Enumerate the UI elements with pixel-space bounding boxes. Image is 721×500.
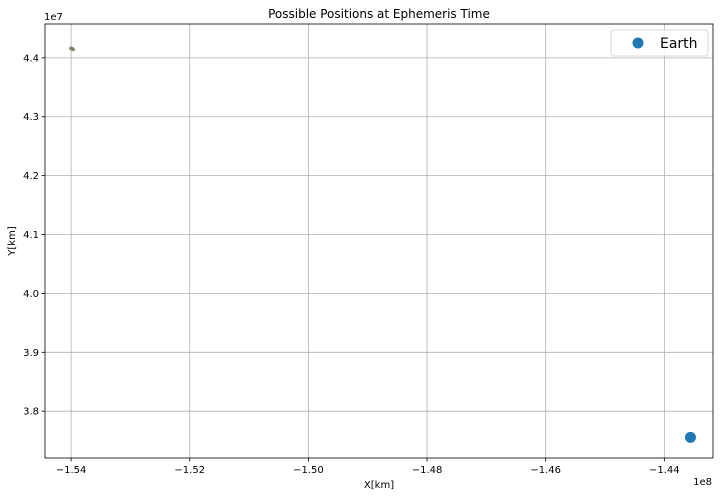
y-tick-label: 4.1 [23, 230, 39, 241]
x-tick-label: −1.54 [56, 465, 87, 476]
chart-title: Possible Positions at Ephemeris Time [268, 7, 490, 21]
y-tick-label: 4.2 [23, 171, 39, 182]
points-layer [68, 46, 696, 443]
x-tick-label: −1.52 [174, 465, 205, 476]
y-tick-label: 4.3 [23, 112, 39, 123]
plot-frame [44, 23, 714, 459]
grid-layer [45, 24, 713, 458]
x-tick-label: −1.48 [412, 465, 443, 476]
y-tick-label: 3.9 [23, 348, 39, 359]
x-offset-label: 1e8 [693, 477, 712, 488]
y-offset-label: 1e7 [44, 12, 63, 23]
x-tick-label: −1.44 [649, 465, 680, 476]
x-axis-label: X[km] [364, 480, 394, 491]
data-point [70, 47, 74, 51]
legend-marker [632, 37, 644, 49]
legend-box [610, 29, 709, 57]
legend-label: Earth [660, 36, 698, 52]
data-point-earth [684, 431, 696, 443]
y-axis-label: Y[km] [7, 226, 18, 257]
x-tick-label: −1.50 [293, 465, 324, 476]
tick-layer: −1.54 −1.52 −1.50 −1.48 −1.46 −1.44 3.8 3.9 4.0 4… [23, 53, 680, 476]
y-tick-label: 4.0 [23, 289, 39, 300]
x-tick-label: −1.46 [530, 465, 561, 476]
legend: Earth [610, 29, 709, 57]
y-tick-label: 3.8 [23, 407, 39, 418]
y-tick-label: 4.4 [23, 53, 39, 64]
